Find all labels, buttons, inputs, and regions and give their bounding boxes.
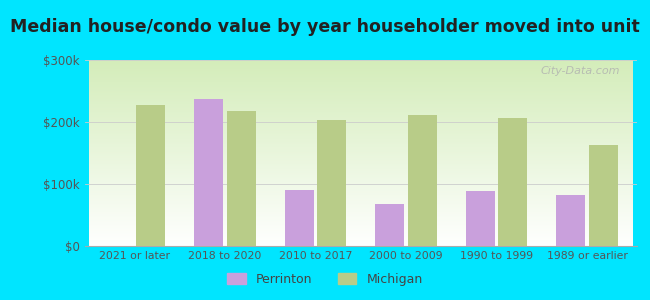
Bar <box>408 115 437 246</box>
Text: Median house/condo value by year householder moved into unit: Median house/condo value by year househo… <box>10 18 640 36</box>
Legend: Perrinton, Michigan: Perrinton, Michigan <box>222 268 428 291</box>
Bar <box>136 105 165 246</box>
Bar <box>285 190 314 246</box>
Bar <box>466 191 495 246</box>
Bar <box>499 118 527 246</box>
Text: City-Data.com: City-Data.com <box>541 66 620 76</box>
Bar <box>227 111 255 246</box>
Bar <box>375 204 404 246</box>
Bar <box>589 145 618 246</box>
Bar <box>194 99 223 246</box>
Bar <box>556 195 586 246</box>
Bar <box>317 120 346 246</box>
